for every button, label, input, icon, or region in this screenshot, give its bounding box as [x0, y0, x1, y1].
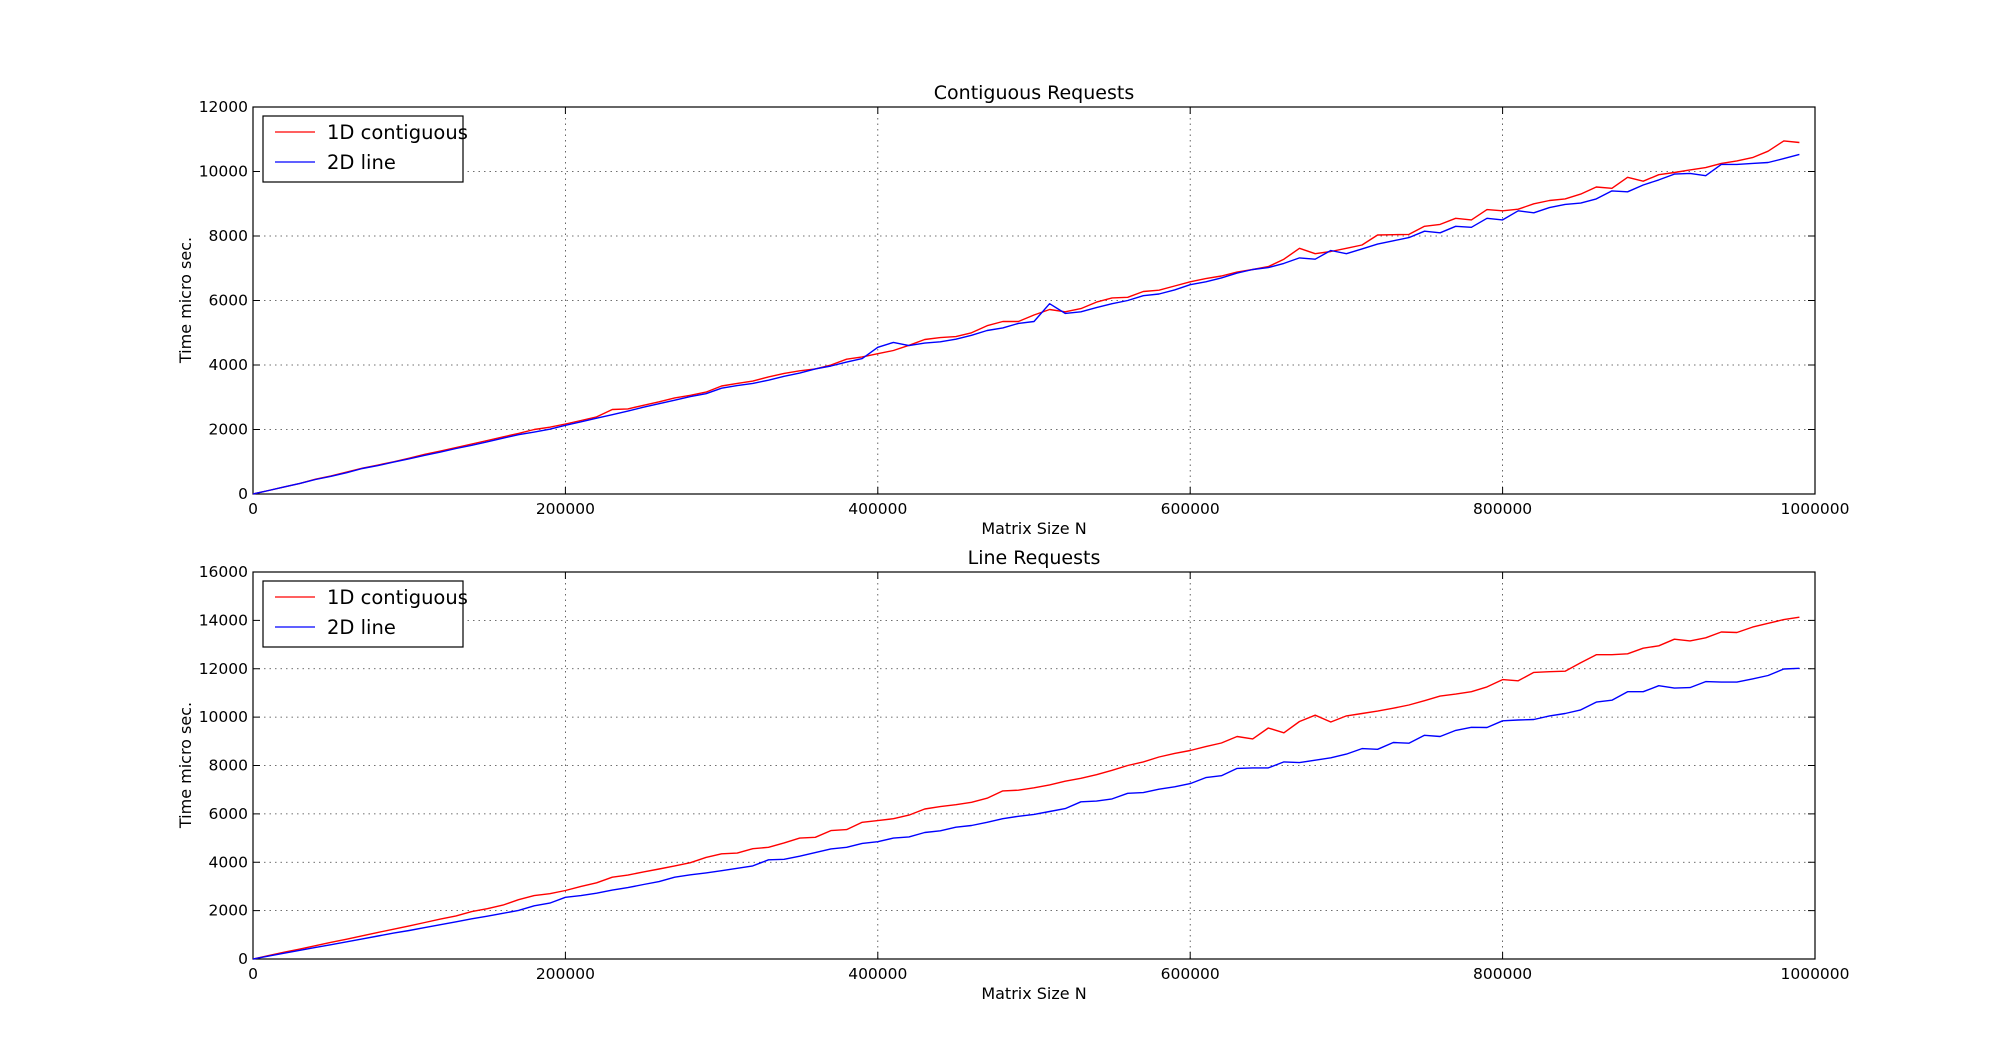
y-tick-label: 8000 — [209, 757, 248, 775]
legend-label-2d-line: 2D line — [327, 616, 396, 639]
series-lines — [252, 140, 1800, 495]
ticks: 0 200000 400000 600000 800000 1000000 0 2000 400… — [199, 563, 1850, 983]
legend-box — [262, 115, 464, 183]
legend-label-1d-contiguous: 1D contiguous — [327, 121, 468, 144]
chart-line-requests: Line Requests 0 200000 400000 600000 800000 1… — [176, 547, 1850, 1003]
x-tick-label: 400000 — [848, 965, 907, 983]
series-lines — [252, 616, 1800, 960]
chart-contiguous-requests: Contiguous Requests 0 200000 400000 600000 8… — [176, 82, 1850, 538]
legend: 1D contiguous 2D line — [262, 115, 468, 183]
series-line-1d-contiguous — [252, 616, 1800, 960]
series-line-2d-line — [252, 153, 1800, 495]
y-tick-label: 4000 — [209, 853, 248, 871]
x-tick-label: 0 — [248, 965, 258, 983]
x-axis-label: Matrix Size N — [981, 984, 1086, 1003]
y-tick-label: 12000 — [199, 660, 248, 678]
y-tick-label: 16000 — [199, 563, 248, 581]
y-tick-label: 6000 — [209, 805, 248, 823]
legend: 1D contiguous 2D line — [262, 580, 468, 648]
x-tick-label: 800000 — [1473, 965, 1532, 983]
x-tick-label: 600000 — [1161, 500, 1220, 518]
x-tick-label: 200000 — [536, 500, 595, 518]
y-tick-label: 14000 — [199, 611, 248, 629]
y-axis-label: Time micro sec. — [176, 702, 195, 829]
chart-title: Line Requests — [968, 547, 1101, 569]
y-tick-label: 0 — [238, 950, 248, 968]
series-line-1d-contiguous — [252, 140, 1800, 495]
y-tick-label: 2000 — [209, 902, 248, 920]
x-tick-label: 0 — [248, 500, 258, 518]
x-tick-label: 1000000 — [1780, 965, 1849, 983]
y-tick-label: 0 — [238, 485, 248, 503]
y-tick-label: 4000 — [209, 356, 248, 374]
legend-label-1d-contiguous: 1D contiguous — [327, 586, 468, 609]
series-line-2d-line — [252, 667, 1800, 960]
legend-box — [262, 580, 464, 648]
gridlines — [253, 107, 1815, 494]
x-tick-label: 400000 — [848, 500, 907, 518]
x-tick-label: 800000 — [1473, 500, 1532, 518]
x-axis-label: Matrix Size N — [981, 519, 1086, 538]
y-tick-label: 10000 — [199, 163, 248, 181]
y-tick-label: 2000 — [209, 421, 248, 439]
x-tick-label: 200000 — [536, 965, 595, 983]
y-tick-label: 10000 — [199, 708, 248, 726]
y-axis-label: Time micro sec. — [176, 237, 195, 364]
x-tick-label: 600000 — [1161, 965, 1220, 983]
chart-title: Contiguous Requests — [934, 82, 1134, 104]
legend-label-2d-line: 2D line — [327, 151, 396, 174]
y-tick-label: 8000 — [209, 227, 248, 245]
y-tick-label: 6000 — [209, 292, 248, 310]
x-tick-label: 1000000 — [1780, 500, 1849, 518]
y-tick-label: 12000 — [199, 98, 248, 116]
ticks: 0 200000 400000 600000 800000 1000000 0 2000 400… — [199, 98, 1850, 518]
